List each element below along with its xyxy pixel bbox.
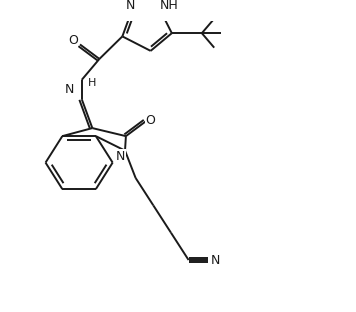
Text: N: N [125, 0, 135, 12]
Text: N: N [210, 254, 220, 266]
Text: O: O [146, 114, 156, 127]
Text: N: N [65, 83, 74, 96]
Text: H: H [88, 78, 96, 88]
Text: N: N [116, 150, 125, 163]
Text: NH: NH [159, 0, 178, 12]
Text: O: O [68, 34, 78, 47]
